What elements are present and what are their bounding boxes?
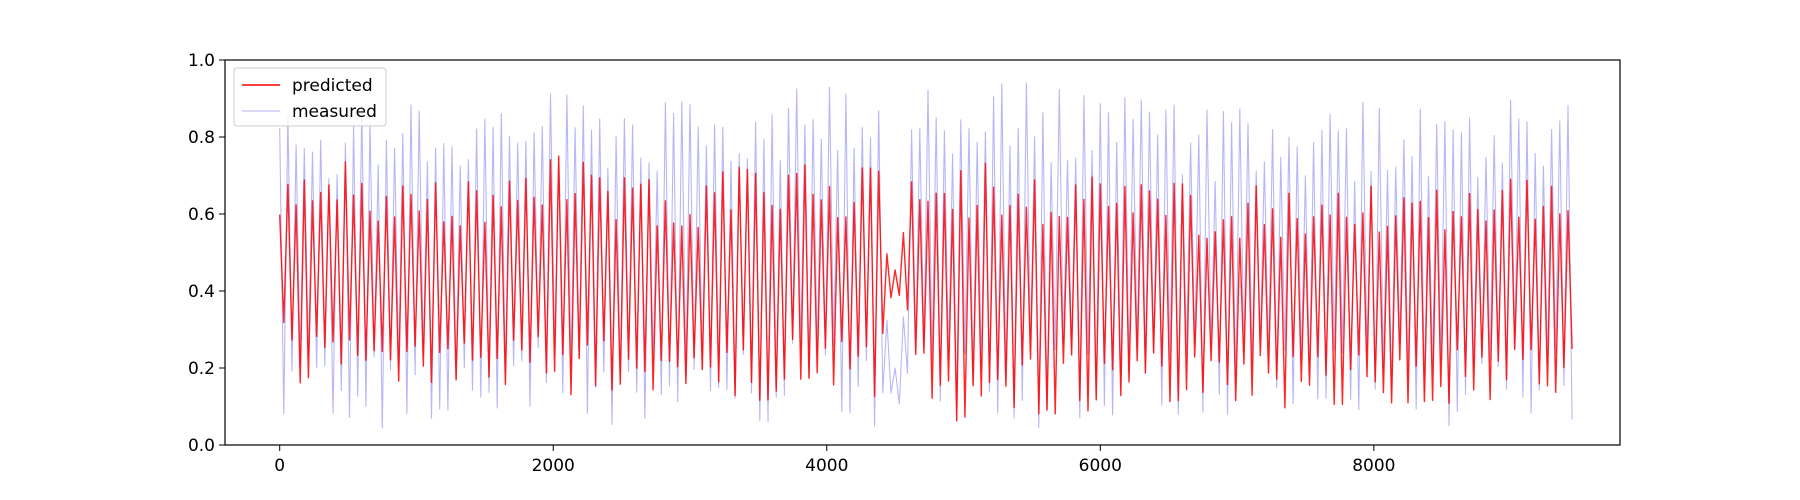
x-tick-label: 8000: [1352, 456, 1395, 476]
y-tick-label: 1.0: [188, 51, 215, 71]
x-tick-label: 6000: [1079, 456, 1122, 476]
x-axis: 0 2000 4000 6000 8000: [274, 445, 1395, 476]
legend-label-predicted: predicted: [292, 76, 373, 96]
legend-label-measured: measured: [292, 102, 377, 122]
y-axis: 0.0 0.2 0.4 0.6 0.8 1.0: [188, 51, 225, 456]
y-tick-label: 0.2: [188, 359, 215, 379]
series-line-predicted: [279, 155, 1573, 422]
x-tick-label: 2000: [532, 456, 575, 476]
y-tick-label: 0.4: [188, 282, 215, 302]
axes-frame: [224, 59, 1621, 446]
x-tick-label: 0: [274, 456, 285, 476]
y-tick-label: 0.6: [188, 205, 215, 225]
plot-area: [279, 82, 1573, 429]
y-tick-label: 0.8: [188, 128, 215, 148]
legend: predicted measured: [233, 67, 387, 127]
x-tick-label: 4000: [805, 456, 848, 476]
y-tick-label: 0.0: [188, 436, 215, 456]
